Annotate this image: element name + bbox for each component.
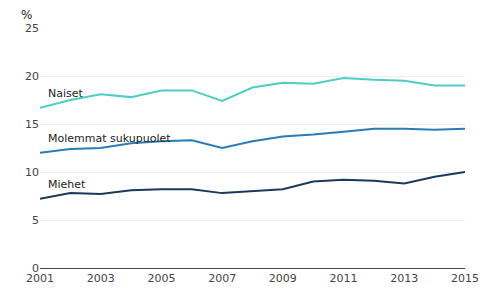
svg-text:2001: 2001 <box>26 272 54 285</box>
svg-text:5: 5 <box>32 214 39 227</box>
svg-text:25: 25 <box>25 22 39 35</box>
svg-text:2009: 2009 <box>269 272 297 285</box>
svg-text:2013: 2013 <box>390 272 418 285</box>
svg-text:Miehet: Miehet <box>48 178 86 191</box>
svg-text:2015: 2015 <box>451 272 479 285</box>
svg-text:10: 10 <box>25 166 39 179</box>
svg-text:15: 15 <box>25 118 39 131</box>
svg-text:20: 20 <box>25 70 39 83</box>
svg-text:0: 0 <box>32 262 39 275</box>
svg-text:2003: 2003 <box>87 272 115 285</box>
svg-text:2005: 2005 <box>147 272 175 285</box>
svg-text:Molemmat sukupuolet: Molemmat sukupuolet <box>48 132 171 145</box>
svg-text:%: % <box>21 8 32 22</box>
svg-text:2011: 2011 <box>330 272 358 285</box>
svg-text:Naiset: Naiset <box>48 87 84 100</box>
svg-text:2007: 2007 <box>208 272 236 285</box>
